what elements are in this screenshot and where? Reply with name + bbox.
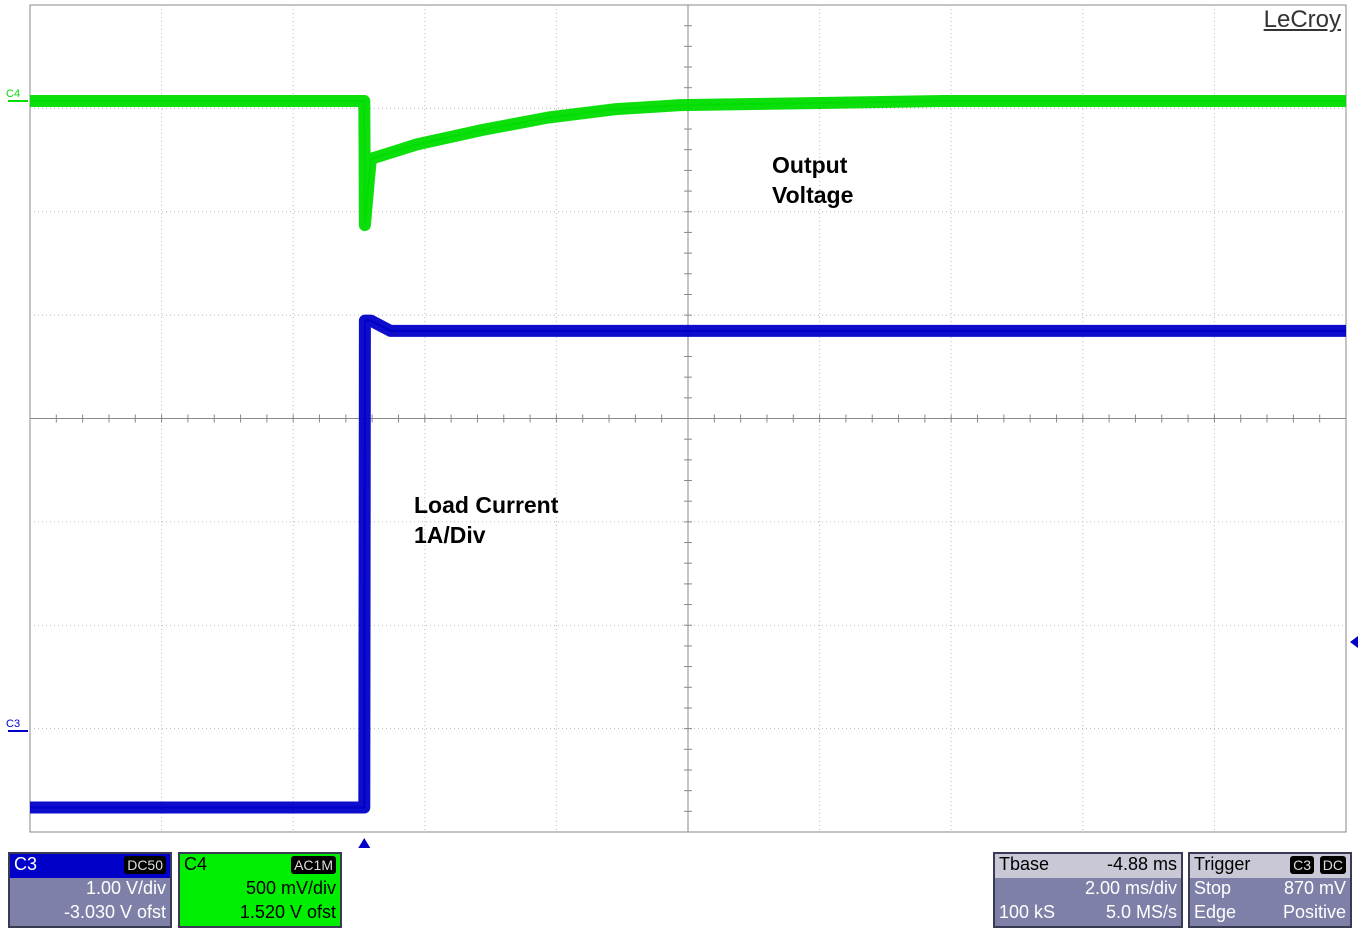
channel-c3-header: C3 DC50: [10, 854, 170, 878]
channel-c3-offset: -3.030 V ofst: [63, 902, 166, 922]
timebase-header: Tbase -4.88 ms: [995, 854, 1181, 878]
trigger-slope: Positive: [1282, 902, 1346, 922]
channel-c4-scale: 500 mV/div: [245, 878, 336, 898]
channel-c4-header: C4 AC1M: [180, 854, 340, 878]
brand-logo: LeCroy: [1263, 6, 1341, 33]
load-current-annotation: Load Current 1A/Div: [414, 492, 559, 548]
channel-c3-marker: C3: [6, 718, 20, 730]
trigger-position-marker: [358, 838, 371, 848]
trigger-type: Edge: [1194, 902, 1237, 922]
channel-c4-coupling: AC1M: [291, 856, 336, 874]
channel-c3-coupling: DC50: [124, 856, 166, 874]
channel-c4-panel[interactable]: C4 AC1M 500 mV/div 1.520 V ofst: [178, 852, 342, 928]
channel-c4-offset: 1.520 V ofst: [239, 902, 336, 922]
timebase-scale: 2.00 ms/div: [1084, 878, 1177, 898]
trigger-header: Trigger C3 DC: [1190, 854, 1350, 878]
trigger-source: C3: [1290, 856, 1314, 874]
trigger-mode: Stop: [1194, 878, 1232, 898]
channel-c3-name: C3: [14, 854, 38, 874]
channel-c3-panel[interactable]: C3 DC50 1.00 V/div -3.030 V ofst: [8, 852, 172, 928]
trigger-level: 870 mV: [1283, 878, 1346, 898]
series-c3-line: [30, 319, 1346, 809]
trigger-panel[interactable]: Trigger C3 DC Stop 870 mV Edge Positive: [1188, 852, 1352, 928]
timebase-rate: 5.0 MS/s: [1105, 902, 1177, 922]
series-c4-line: [30, 100, 1346, 226]
trigger-coupling: DC: [1319, 856, 1346, 874]
output-voltage-annotation: Output Voltage: [772, 152, 854, 208]
channel-c4-name: C4: [184, 854, 208, 874]
timebase-points: 100 kS: [999, 902, 1056, 922]
timebase-delay: -4.88 ms: [1106, 854, 1177, 874]
trigger-label: Trigger: [1194, 854, 1251, 874]
channel-c3-scale: 1.00 V/div: [85, 878, 166, 898]
waveform-plot: C4 C3: [6, 4, 1358, 848]
trigger-level-marker: [1350, 636, 1358, 648]
timebase-panel[interactable]: Tbase -4.88 ms 2.00 ms/div 100 kS 5.0 MS…: [993, 852, 1183, 928]
timebase-label: Tbase: [999, 854, 1050, 874]
channel-c4-marker: C4: [6, 88, 20, 100]
